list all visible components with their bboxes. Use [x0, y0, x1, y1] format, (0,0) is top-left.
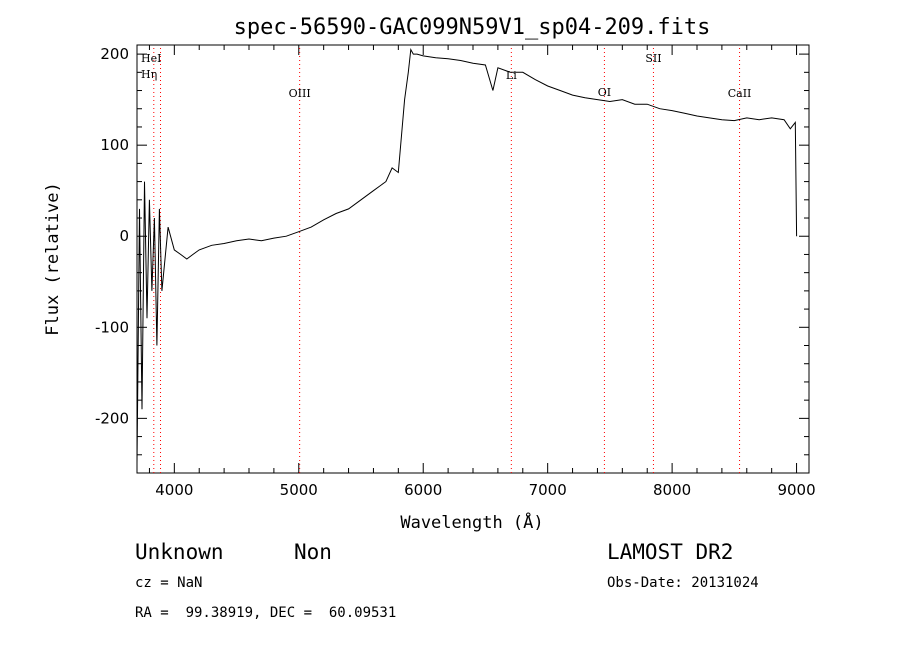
- line-label: Li: [506, 69, 517, 82]
- line-label: Hη: [141, 68, 157, 81]
- x-axis-label: Wavelength (Å): [400, 511, 543, 533]
- x-tick-label: 4000: [155, 481, 193, 499]
- radec-text: RA = 99.38919, DEC = 60.09531: [135, 605, 397, 621]
- x-tick-label: 8000: [653, 481, 691, 499]
- series-line-0: [136, 47, 798, 464]
- cz-text: cz = NaN: [135, 575, 203, 591]
- spectrum-chart: spec-56590-GAC099N59V1_sp04-209.fits 400…: [43, 15, 816, 533]
- line-label: SII: [645, 52, 661, 65]
- y-tick-label: -200: [95, 409, 129, 427]
- spectral-line-labels: HeI Hη OIII Li OI SII CaII: [141, 52, 751, 100]
- y-tick-label: 0: [119, 227, 129, 245]
- line-label: HeI: [141, 52, 161, 65]
- chart-title: spec-56590-GAC099N59V1_sp04-209.fits: [234, 15, 711, 40]
- x-tick-label: 7000: [529, 481, 567, 499]
- class-label: Unknown: [135, 540, 224, 564]
- x-tick-label: 6000: [404, 481, 442, 499]
- obs-date: Obs-Date: 20131024: [607, 575, 759, 591]
- survey-label: LAMOST DR2: [607, 540, 734, 564]
- axis-ticks: [137, 45, 809, 473]
- spectral-line-markers: [153, 48, 741, 473]
- y-tick-label: 200: [100, 45, 129, 63]
- plot-frame: [136, 44, 810, 474]
- x-tick-label: 9000: [777, 481, 815, 499]
- x-tick-label: 5000: [280, 481, 318, 499]
- line-label: OIII: [289, 87, 311, 100]
- subclass-label: Non: [294, 540, 332, 564]
- series-group: [136, 47, 798, 464]
- y-tick-label: 100: [100, 136, 129, 154]
- y-axis-label: Flux (relative): [43, 182, 63, 336]
- line-label: OI: [598, 86, 611, 99]
- tick-labels: 4000 5000 6000 7000 8000 9000 -200 -100 0 100 200: [95, 45, 816, 499]
- line-label: CaII: [728, 87, 752, 100]
- y-tick-label: -100: [95, 318, 129, 336]
